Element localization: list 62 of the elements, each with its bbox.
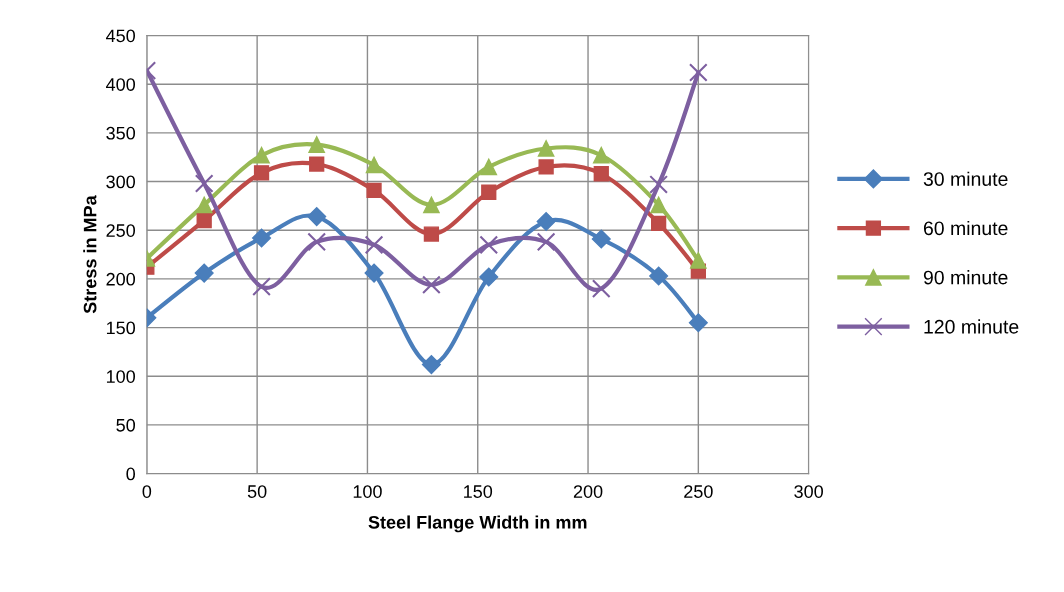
x-tick-label: 0 bbox=[142, 485, 152, 498]
point bbox=[364, 235, 384, 255]
point bbox=[591, 279, 611, 299]
point bbox=[252, 228, 272, 248]
legend-label: 60 minute bbox=[923, 220, 1008, 236]
point bbox=[423, 196, 440, 214]
point bbox=[536, 211, 556, 231]
point bbox=[593, 166, 609, 182]
point bbox=[365, 156, 383, 174]
point bbox=[649, 175, 668, 194]
y-tick-label: 0 bbox=[126, 467, 136, 481]
point bbox=[592, 146, 610, 164]
point bbox=[253, 146, 270, 164]
point bbox=[423, 226, 440, 242]
point bbox=[537, 140, 555, 157]
point bbox=[194, 263, 214, 283]
point bbox=[538, 159, 554, 175]
point bbox=[308, 136, 326, 153]
point bbox=[253, 165, 270, 181]
point bbox=[480, 158, 498, 176]
y-tick-label: 50 bbox=[116, 418, 136, 432]
point bbox=[195, 196, 213, 214]
y-tick-label: 150 bbox=[106, 321, 136, 335]
point bbox=[479, 267, 499, 287]
point bbox=[366, 182, 382, 198]
y-tick-label: 350 bbox=[106, 126, 136, 140]
x-axis-title: Steel Flange Width in mm bbox=[368, 515, 587, 533]
y-tick-label: 400 bbox=[106, 78, 136, 91]
y-tick-label: 450 bbox=[106, 29, 136, 43]
legend-label: 120 minute bbox=[924, 319, 1019, 334]
point bbox=[690, 252, 707, 269]
point bbox=[649, 266, 669, 286]
point bbox=[422, 275, 441, 295]
point bbox=[536, 232, 556, 252]
point bbox=[307, 232, 327, 252]
point bbox=[421, 355, 441, 375]
point bbox=[364, 263, 384, 283]
point bbox=[479, 235, 499, 255]
y-tick-label: 200 bbox=[106, 272, 136, 286]
y-tick-label: 100 bbox=[106, 370, 136, 383]
point bbox=[591, 229, 611, 249]
legend-label: 90 minute bbox=[923, 270, 1008, 285]
point bbox=[650, 215, 667, 232]
point bbox=[688, 63, 708, 82]
x-tick-label: 50 bbox=[247, 485, 267, 498]
point bbox=[194, 174, 214, 193]
point bbox=[196, 212, 212, 229]
x-tick-label: 250 bbox=[684, 485, 713, 498]
x-tick-label: 150 bbox=[464, 485, 493, 498]
point bbox=[307, 207, 327, 227]
point bbox=[252, 277, 271, 297]
point bbox=[650, 196, 667, 214]
y-tick-label: 250 bbox=[106, 224, 136, 237]
point bbox=[481, 184, 497, 200]
point bbox=[309, 156, 325, 172]
x-tick-label: 100 bbox=[353, 485, 382, 498]
x-tick-label: 200 bbox=[573, 485, 603, 498]
legend-label: 30 minute bbox=[923, 171, 1008, 186]
y-axis-title: Stress in MPa bbox=[83, 195, 97, 314]
point bbox=[688, 313, 708, 333]
y-tick-label: 300 bbox=[106, 175, 136, 189]
x-tick-label: 300 bbox=[794, 485, 823, 498]
